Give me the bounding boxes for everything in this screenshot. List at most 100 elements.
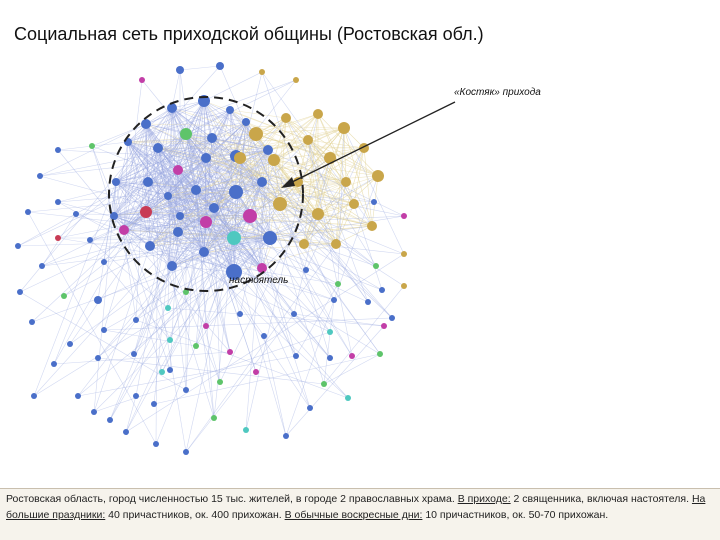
network-edge bbox=[97, 191, 237, 359]
network-edge bbox=[185, 237, 235, 453]
network-edge bbox=[145, 100, 205, 213]
priest-label: настоятель bbox=[229, 275, 289, 286]
network-edge bbox=[363, 147, 373, 227]
network-edge bbox=[317, 127, 345, 215]
network-edge bbox=[269, 213, 319, 239]
network-edge bbox=[157, 137, 213, 149]
network-edge bbox=[235, 155, 297, 357]
network-edge bbox=[17, 137, 213, 247]
network-node bbox=[180, 128, 192, 140]
network-node bbox=[167, 103, 177, 113]
network-edge bbox=[303, 181, 347, 245]
network-node bbox=[377, 351, 383, 357]
network-node bbox=[263, 231, 277, 245]
network-edge bbox=[185, 133, 241, 315]
network-node bbox=[191, 185, 201, 195]
network-node bbox=[338, 122, 350, 134]
network-edge bbox=[177, 231, 263, 269]
network-node bbox=[381, 323, 387, 329]
network-edge bbox=[171, 107, 393, 319]
network-edge bbox=[205, 203, 281, 327]
network-node bbox=[345, 395, 351, 401]
network-edge bbox=[205, 127, 345, 159]
network-edge bbox=[185, 243, 337, 453]
network-edge bbox=[261, 181, 299, 269]
network-edge bbox=[285, 117, 377, 267]
network-node bbox=[371, 199, 377, 205]
network-node bbox=[167, 367, 173, 373]
network-edge bbox=[157, 147, 187, 293]
network-edge bbox=[205, 157, 263, 269]
network-node bbox=[293, 177, 303, 187]
network-edge bbox=[233, 181, 263, 273]
network-node bbox=[299, 239, 309, 249]
network-node bbox=[89, 143, 95, 149]
network-edge bbox=[239, 159, 275, 315]
network-edge bbox=[149, 159, 275, 247]
network-edge bbox=[57, 207, 215, 239]
network-node bbox=[291, 311, 297, 317]
network-node bbox=[167, 337, 173, 343]
network-edge bbox=[125, 253, 405, 433]
network-edge bbox=[245, 121, 379, 177]
network-edge bbox=[177, 231, 381, 355]
network-node bbox=[199, 247, 209, 257]
network-edge bbox=[179, 189, 197, 217]
network-edge bbox=[233, 237, 271, 273]
network-edge bbox=[171, 251, 205, 267]
network-edge bbox=[113, 215, 205, 253]
network-edge bbox=[167, 157, 241, 309]
core-pointer-arrow bbox=[283, 101, 456, 187]
network-node bbox=[110, 212, 118, 220]
network-edge bbox=[53, 215, 115, 365]
network-node bbox=[193, 343, 199, 349]
network-edge bbox=[195, 189, 271, 239]
network-edge bbox=[167, 307, 385, 327]
network-node bbox=[373, 263, 379, 269]
network-node bbox=[217, 379, 223, 385]
network-edge bbox=[147, 147, 159, 183]
footer-text-2: 2 священника, включая настоятеля. bbox=[510, 493, 692, 505]
network-edge bbox=[219, 157, 331, 383]
network-edge bbox=[93, 245, 151, 413]
network-edge bbox=[127, 141, 265, 337]
network-edge bbox=[115, 169, 179, 183]
network-edge bbox=[335, 203, 355, 245]
network-edge bbox=[323, 353, 381, 385]
network-edge bbox=[75, 213, 251, 217]
network-edge bbox=[249, 127, 345, 217]
network-edge bbox=[179, 215, 373, 227]
network-edge bbox=[145, 107, 173, 125]
network-edge bbox=[185, 133, 275, 161]
network-edge bbox=[115, 147, 159, 183]
network-edge bbox=[113, 181, 347, 217]
network-edge bbox=[127, 109, 231, 143]
network-edge bbox=[245, 113, 319, 431]
network-edge bbox=[203, 127, 345, 253]
network-edge bbox=[97, 181, 117, 301]
network-edge bbox=[103, 181, 149, 331]
network-edge bbox=[153, 353, 381, 405]
network-edge bbox=[167, 195, 377, 267]
network-edge bbox=[249, 181, 299, 217]
network-edge bbox=[285, 117, 355, 205]
network-edge bbox=[185, 109, 231, 135]
network-edge bbox=[123, 229, 231, 353]
network-edge bbox=[77, 237, 271, 397]
core-pointer-arrowhead bbox=[281, 177, 295, 188]
network-edge bbox=[297, 181, 355, 205]
network-edge bbox=[177, 139, 309, 233]
network-edge bbox=[113, 207, 215, 217]
network-edge bbox=[167, 195, 349, 399]
network-node bbox=[133, 317, 139, 323]
network-edge bbox=[245, 149, 269, 431]
network-edge bbox=[147, 181, 339, 285]
network-node bbox=[226, 264, 242, 280]
network-edge bbox=[343, 127, 373, 227]
network-edge bbox=[205, 237, 235, 327]
network-node bbox=[164, 192, 172, 200]
network-node bbox=[123, 429, 129, 435]
network-edge bbox=[261, 181, 325, 385]
network-edge bbox=[127, 133, 257, 143]
network-edge bbox=[205, 157, 299, 183]
